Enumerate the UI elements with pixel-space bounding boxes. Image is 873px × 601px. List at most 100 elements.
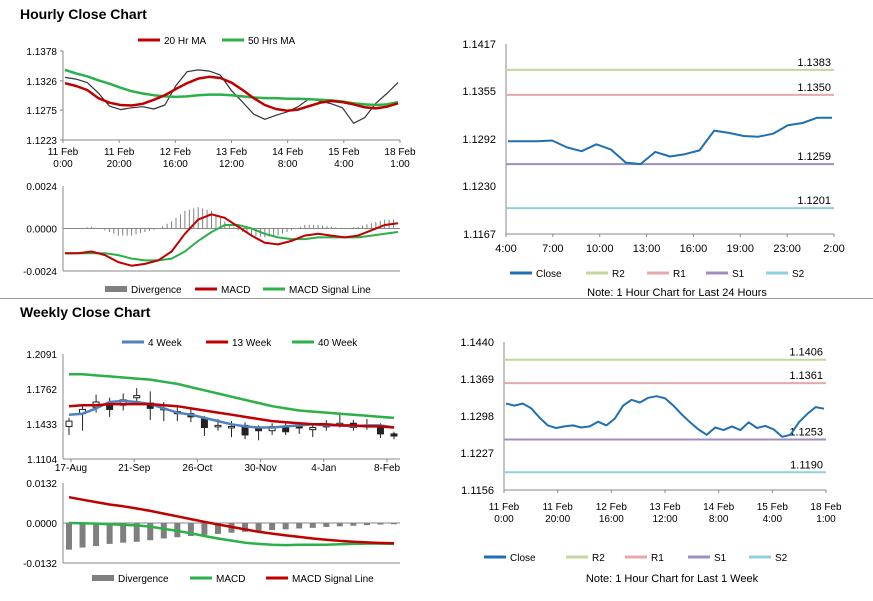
hourly-price-x-tick: 20:00: [107, 159, 132, 170]
weekly-levels-x-tick: 4:00: [763, 514, 783, 525]
hourly-section-title: Hourly Close Chart: [20, 6, 147, 22]
hourly-price-x-tick: 12:00: [219, 159, 244, 170]
weekly-levels-y-tick: 1.1227: [460, 448, 494, 460]
weekly-macd-y-tick: -0.0132: [23, 559, 57, 570]
weekly-divergence-bar: [79, 523, 86, 548]
weekly-macd-signal-series: [68, 495, 395, 545]
weekly-levels-level-label: 1.1406: [789, 347, 823, 359]
weekly-candle-body: [214, 424, 222, 428]
weekly-candle-body: [390, 433, 398, 437]
weekly-price-legend-label: 13 Week: [232, 338, 272, 349]
weekly-divergence-bar: [269, 523, 276, 530]
hourly-levels-y-tick: 1.1230: [462, 181, 496, 193]
weekly-levels-legend-label: S2: [775, 553, 788, 564]
weekly-divergence-bar: [363, 523, 370, 526]
weekly-levels-y-tick: 1.1156: [461, 485, 494, 497]
weekly-levels-level-label: 1.1190: [790, 459, 823, 471]
weekly-levels-y-tick: 1.1298: [460, 411, 494, 423]
hourly-levels-y-tick: 1.1292: [462, 134, 496, 146]
weekly-divergence-bar: [147, 523, 154, 541]
weekly-levels-x-tick: 13 Feb: [649, 502, 681, 513]
weekly-levels-x-tick: 18 Feb: [810, 502, 842, 513]
weekly-levels-legend-label: R2: [592, 553, 605, 564]
hourly-price-x-tick: 16:00: [163, 159, 188, 170]
weekly-price-y-tick: 1.2091: [26, 350, 57, 361]
hourly-levels-y-tick: 1.1167: [463, 229, 496, 241]
weekly-levels-x-tick: 1:00: [816, 514, 836, 525]
weekly-divergence-bar: [323, 523, 330, 527]
hourly-levels-level-label: 1.1201: [797, 195, 831, 207]
hourly-levels-x-tick: 16:00: [680, 243, 708, 255]
hourly-levels-y-tick: 1.1355: [462, 86, 496, 98]
weekly-candle-body: [228, 425, 235, 429]
weekly-levels-legend-label: Close: [510, 553, 536, 564]
weekly-price-y-tick: 1.1762: [26, 385, 57, 396]
weekly-macd-y-tick: 0.0132: [26, 479, 57, 490]
hourly-levels-close-series: [508, 116, 832, 166]
weekly-divergence-bar: [93, 523, 100, 547]
hourly-levels-y-tick: 1.1417: [462, 39, 496, 51]
weekly-macd-legend-label: MACD: [216, 574, 245, 585]
weekly-levels-y-tick: 1.1369: [460, 374, 494, 386]
weekly-section-title: Weekly Close Chart: [20, 304, 151, 320]
weekly-levels-y-tick: 1.1440: [460, 337, 494, 349]
weekly-candle-body: [309, 427, 317, 431]
weekly-levels-x-tick: 11 Feb: [489, 502, 520, 513]
hourly-price-x-tick: 4:00: [334, 159, 354, 170]
hourly-levels-legend-label: R2: [612, 269, 625, 280]
weekly-candle-body: [282, 427, 290, 433]
weekly-divergence-bar: [201, 523, 208, 535]
weekly-divergence-bar: [282, 523, 289, 530]
weekly-levels-note: Note: 1 Hour Chart for Last 1 Week: [586, 573, 759, 585]
weekly-divergence-bar: [242, 523, 249, 532]
weekly-price-x-tick: 26-Oct: [182, 463, 212, 474]
weekly-levels-x-tick: 16:00: [599, 514, 624, 525]
weekly-levels-legend-label: S1: [714, 553, 727, 564]
hourly-macd-series: [65, 213, 399, 267]
hourly-macd-y-tick: 0.0024: [26, 182, 57, 193]
weekly-divergence-bar: [106, 523, 113, 544]
weekly-levels-x-tick: 15 Feb: [757, 502, 789, 513]
weekly-divergence-bar: [160, 523, 167, 539]
weekly-levels-level-label: 1.1361: [789, 370, 823, 382]
section-divider: [0, 298, 873, 299]
hourly-price-x-tick: 14 Feb: [272, 147, 304, 158]
hourly-price-x-tick: 15 Feb: [328, 147, 360, 158]
weekly-divergence-bar: [350, 523, 357, 526]
weekly-candle-body: [65, 420, 73, 427]
hourly-levels-x-tick: 10:00: [586, 243, 614, 255]
hourly-levels-level-label: 1.1350: [797, 82, 831, 94]
hourly-price-legend-label: 50 Hrs MA: [248, 36, 296, 47]
weekly-divergence-bar: [66, 523, 72, 550]
hourly-price-x-tick: 12 Feb: [160, 147, 192, 158]
weekly-divergence-bar: [120, 523, 127, 543]
weekly-levels-x-tick: 14 Feb: [703, 502, 735, 513]
weekly-macd-y-tick: 0.0000: [26, 519, 57, 530]
weekly-price-legend-label: 40 Week: [318, 338, 358, 349]
hourly-20hr-ma-series: [64, 75, 399, 112]
hourly-levels-legend-label: R1: [673, 269, 686, 280]
hourly-levels-level-label: 1.1259: [797, 151, 831, 163]
weekly-macd-series: [68, 521, 395, 547]
weekly-macd-legend-label: Divergence: [118, 574, 169, 585]
hourly-price-y-tick: 1.1223: [26, 136, 57, 147]
weekly-candle-body: [200, 418, 208, 429]
hourly-levels-note: Note: 1 Hour Chart for Last 24 Hours: [587, 287, 767, 299]
hourly-macd-signal-series: [65, 224, 399, 262]
hourly-price-x-tick: 0:00: [53, 159, 73, 170]
hourly-levels-x-tick: 13:00: [633, 243, 661, 255]
weekly-candle-body: [133, 395, 141, 399]
weekly-divergence-bar: [377, 523, 384, 525]
hourly-macd-legend-label: Divergence: [131, 285, 182, 296]
hourly-close-series: [64, 69, 399, 124]
hourly-price-legend-label: 20 Hr MA: [164, 36, 207, 47]
weekly-levels-x-tick: 12 Feb: [596, 502, 628, 513]
weekly-price-x-tick: 4-Jan: [311, 463, 336, 474]
weekly-levels-legend-label: R1: [651, 553, 664, 564]
weekly-levels-close-series: [505, 395, 825, 438]
hourly-levels-legend-label: S2: [792, 269, 805, 280]
weekly-price-x-tick: 17-Aug: [55, 463, 87, 474]
hourly-levels-legend-label: Close: [536, 269, 562, 280]
weekly-divergence-bar: [309, 523, 316, 528]
